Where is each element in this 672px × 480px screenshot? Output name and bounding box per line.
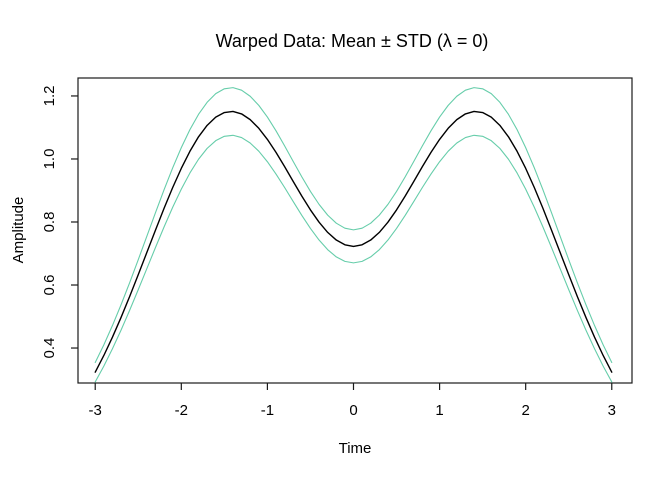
x-axis-tick-label: 1 (435, 402, 443, 419)
axis-ticks: -3 -2 -1 0 1 2 3 0.4 0.6 0.8 1.0 1.2 (41, 86, 616, 419)
x-axis-tick-label: -2 (175, 402, 188, 419)
y-axis-tick-label: 0.8 (41, 212, 58, 233)
x-axis-tick-label: 2 (522, 402, 530, 419)
chart-title: Warped Data: Mean ± STD (λ = 0) (216, 31, 489, 51)
x-axis-label: Time (339, 440, 372, 457)
y-axis-tick-label: 1.2 (41, 86, 58, 107)
y-axis-tick-label: 0.6 (41, 275, 58, 296)
x-axis-tick-label: 3 (608, 402, 616, 419)
plot-area-border (77, 77, 633, 384)
x-axis-tick-label: 0 (349, 402, 357, 419)
x-axis-tick-label: -1 (261, 402, 274, 419)
y-axis-label: Amplitude (10, 197, 27, 264)
mean-curve (94, 110, 613, 373)
y-axis-tick-label: 1.0 (41, 149, 58, 170)
mean-minus-std-curve (94, 134, 613, 383)
mean-plus-std-curve (94, 87, 613, 364)
x-axis-tick-label: -3 (89, 402, 102, 419)
curves (94, 87, 613, 383)
y-axis-tick-label: 0.4 (41, 338, 58, 359)
